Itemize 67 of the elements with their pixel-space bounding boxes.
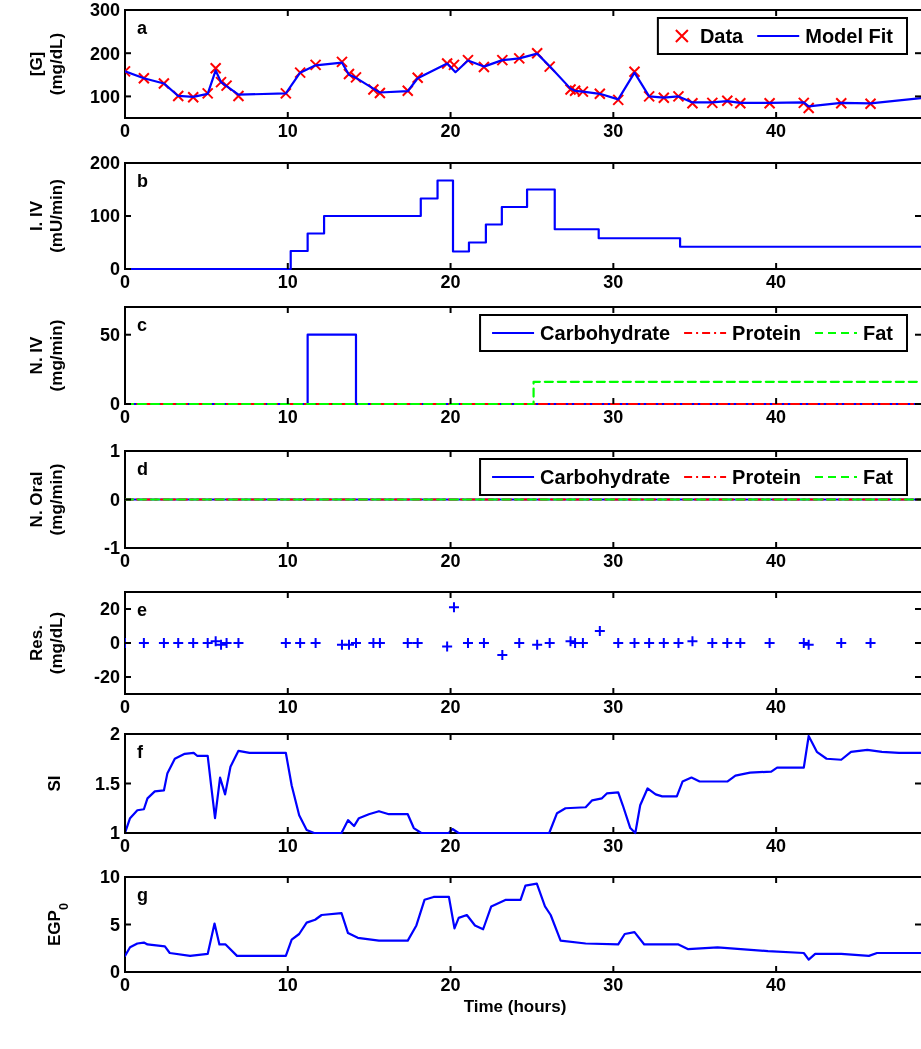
y-tick-label: 0 — [109, 489, 120, 510]
y-tick-label: -1 — [103, 538, 120, 559]
x-tick-label: 10 — [277, 836, 298, 856]
y-tick-label: 5 — [109, 914, 120, 935]
y-tick-label: 200 — [89, 43, 120, 64]
y-tick-label: 1 — [109, 823, 120, 844]
x-tick-label: 40 — [766, 121, 787, 141]
x-tick-label: 30 — [603, 551, 624, 571]
x-tick-label: 40 — [766, 551, 787, 571]
annotation: d — [137, 459, 148, 479]
legend-label: Carbohydrate — [540, 466, 671, 488]
y-tick-label: 0 — [109, 633, 120, 654]
y-axis-title: N. Oral (mg/min) — [27, 463, 66, 536]
annotation: f — [137, 742, 144, 762]
x-tick-label: 30 — [603, 836, 624, 856]
y-tick-label: 100 — [89, 206, 120, 227]
x-tick-label: 20 — [440, 407, 461, 427]
x-tick-label: 20 — [440, 975, 461, 995]
legend-label: Protein — [732, 322, 801, 344]
y-axis-title: I. IV (mU/min) — [27, 179, 66, 253]
y-tick-label: 300 — [89, 0, 120, 21]
x-tick-label: 20 — [440, 272, 461, 292]
y-axis-title: Res. (mg/dL) — [27, 611, 66, 675]
annotation: e — [137, 600, 148, 620]
x-tick-label: 30 — [603, 975, 624, 995]
x-tick-label: 40 — [766, 836, 787, 856]
x-tick-label: 10 — [277, 272, 298, 292]
legend-label: Data — [699, 25, 745, 47]
x-tick-label: 10 — [277, 551, 298, 571]
x-tick-label: 30 — [603, 272, 624, 292]
y-tick-label: 50 — [99, 325, 120, 346]
legend-label: Carbohydrate — [540, 322, 671, 344]
legend-label: Fat — [863, 322, 894, 344]
legend-label: Model Fit — [805, 25, 894, 47]
x-tick-label: 40 — [766, 697, 787, 717]
x-tick-label: 10 — [277, 697, 298, 717]
x-tick-label: 40 — [766, 407, 787, 427]
annotation: a — [137, 18, 148, 38]
y-tick-label: 10 — [99, 867, 120, 888]
x-tick-label: 30 — [603, 407, 624, 427]
x-tick-label: 20 — [440, 836, 461, 856]
y-tick-label: -20 — [93, 667, 120, 688]
y-axis-title: SI — [45, 775, 64, 792]
y-axis-title: [G] (mg/dL) — [27, 32, 66, 96]
x-tick-label: 20 — [440, 121, 461, 141]
annotation: g — [137, 885, 148, 905]
x-tick-label: 40 — [766, 975, 787, 995]
y-tick-label: 2 — [109, 724, 120, 745]
x-axis-title: Time (hours) — [463, 997, 567, 1016]
x-tick-label: 20 — [440, 697, 461, 717]
annotation: b — [137, 171, 148, 191]
annotation: c — [137, 315, 148, 335]
y-tick-label: 200 — [89, 153, 120, 174]
y-tick-label: 1 — [109, 441, 120, 462]
x-tick-label: 30 — [603, 697, 624, 717]
x-tick-label: 10 — [277, 121, 298, 141]
y-tick-label: 100 — [89, 86, 120, 107]
x-tick-label: 30 — [603, 121, 624, 141]
legend-label: Protein — [732, 466, 801, 488]
y-axis-title: N. IV (mg/min) — [27, 319, 66, 392]
x-tick-label: 40 — [766, 272, 787, 292]
y-tick-label: 20 — [99, 599, 120, 620]
y-tick-label: 1.5 — [94, 773, 120, 794]
x-tick-label: 20 — [440, 551, 461, 571]
x-tick-label: 10 — [277, 975, 298, 995]
x-tick-label: 10 — [277, 407, 298, 427]
legend-label: Fat — [863, 466, 894, 488]
